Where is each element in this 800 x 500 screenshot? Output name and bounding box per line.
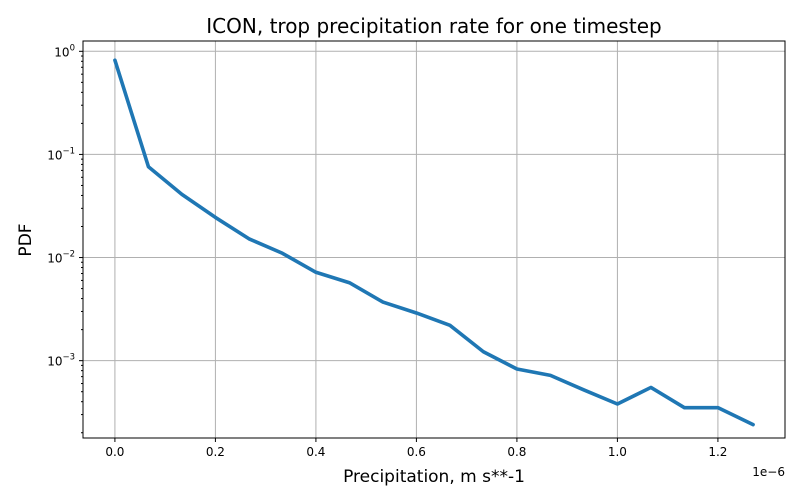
x-offset-label: 1e−6 [752, 465, 785, 479]
x-tick-label: 1.2 [708, 445, 727, 459]
series-layer [113, 58, 755, 427]
y-tick-label: 10−1 [47, 146, 75, 162]
y-tick-label: 10−2 [47, 250, 75, 266]
ticks-layer: 0.0 0.2 0.4 0.6 0.8 1.0 1.2 100 10−1 10−2 10−3 [47, 43, 727, 459]
plot-frame [82, 40, 786, 439]
x-tick-label: 0.2 [206, 445, 225, 459]
x-tick-label: 0.8 [507, 445, 526, 459]
grid-layer [83, 41, 785, 438]
y-tick-label: 10−3 [47, 353, 75, 369]
x-tick-label: 0.0 [105, 445, 124, 459]
y-tick-label: 100 [54, 43, 75, 59]
y-axis-label: PDF [16, 223, 36, 256]
pdf-series-line [113, 58, 755, 427]
x-tick-label: 1.0 [608, 445, 627, 459]
x-axis-label: Precipitation, m s**-1 [343, 467, 525, 487]
chart-title: ICON, trop precipitation rate for one ti… [206, 14, 661, 38]
x-tick-label: 0.4 [306, 445, 325, 459]
x-tick-label: 0.6 [407, 445, 426, 459]
